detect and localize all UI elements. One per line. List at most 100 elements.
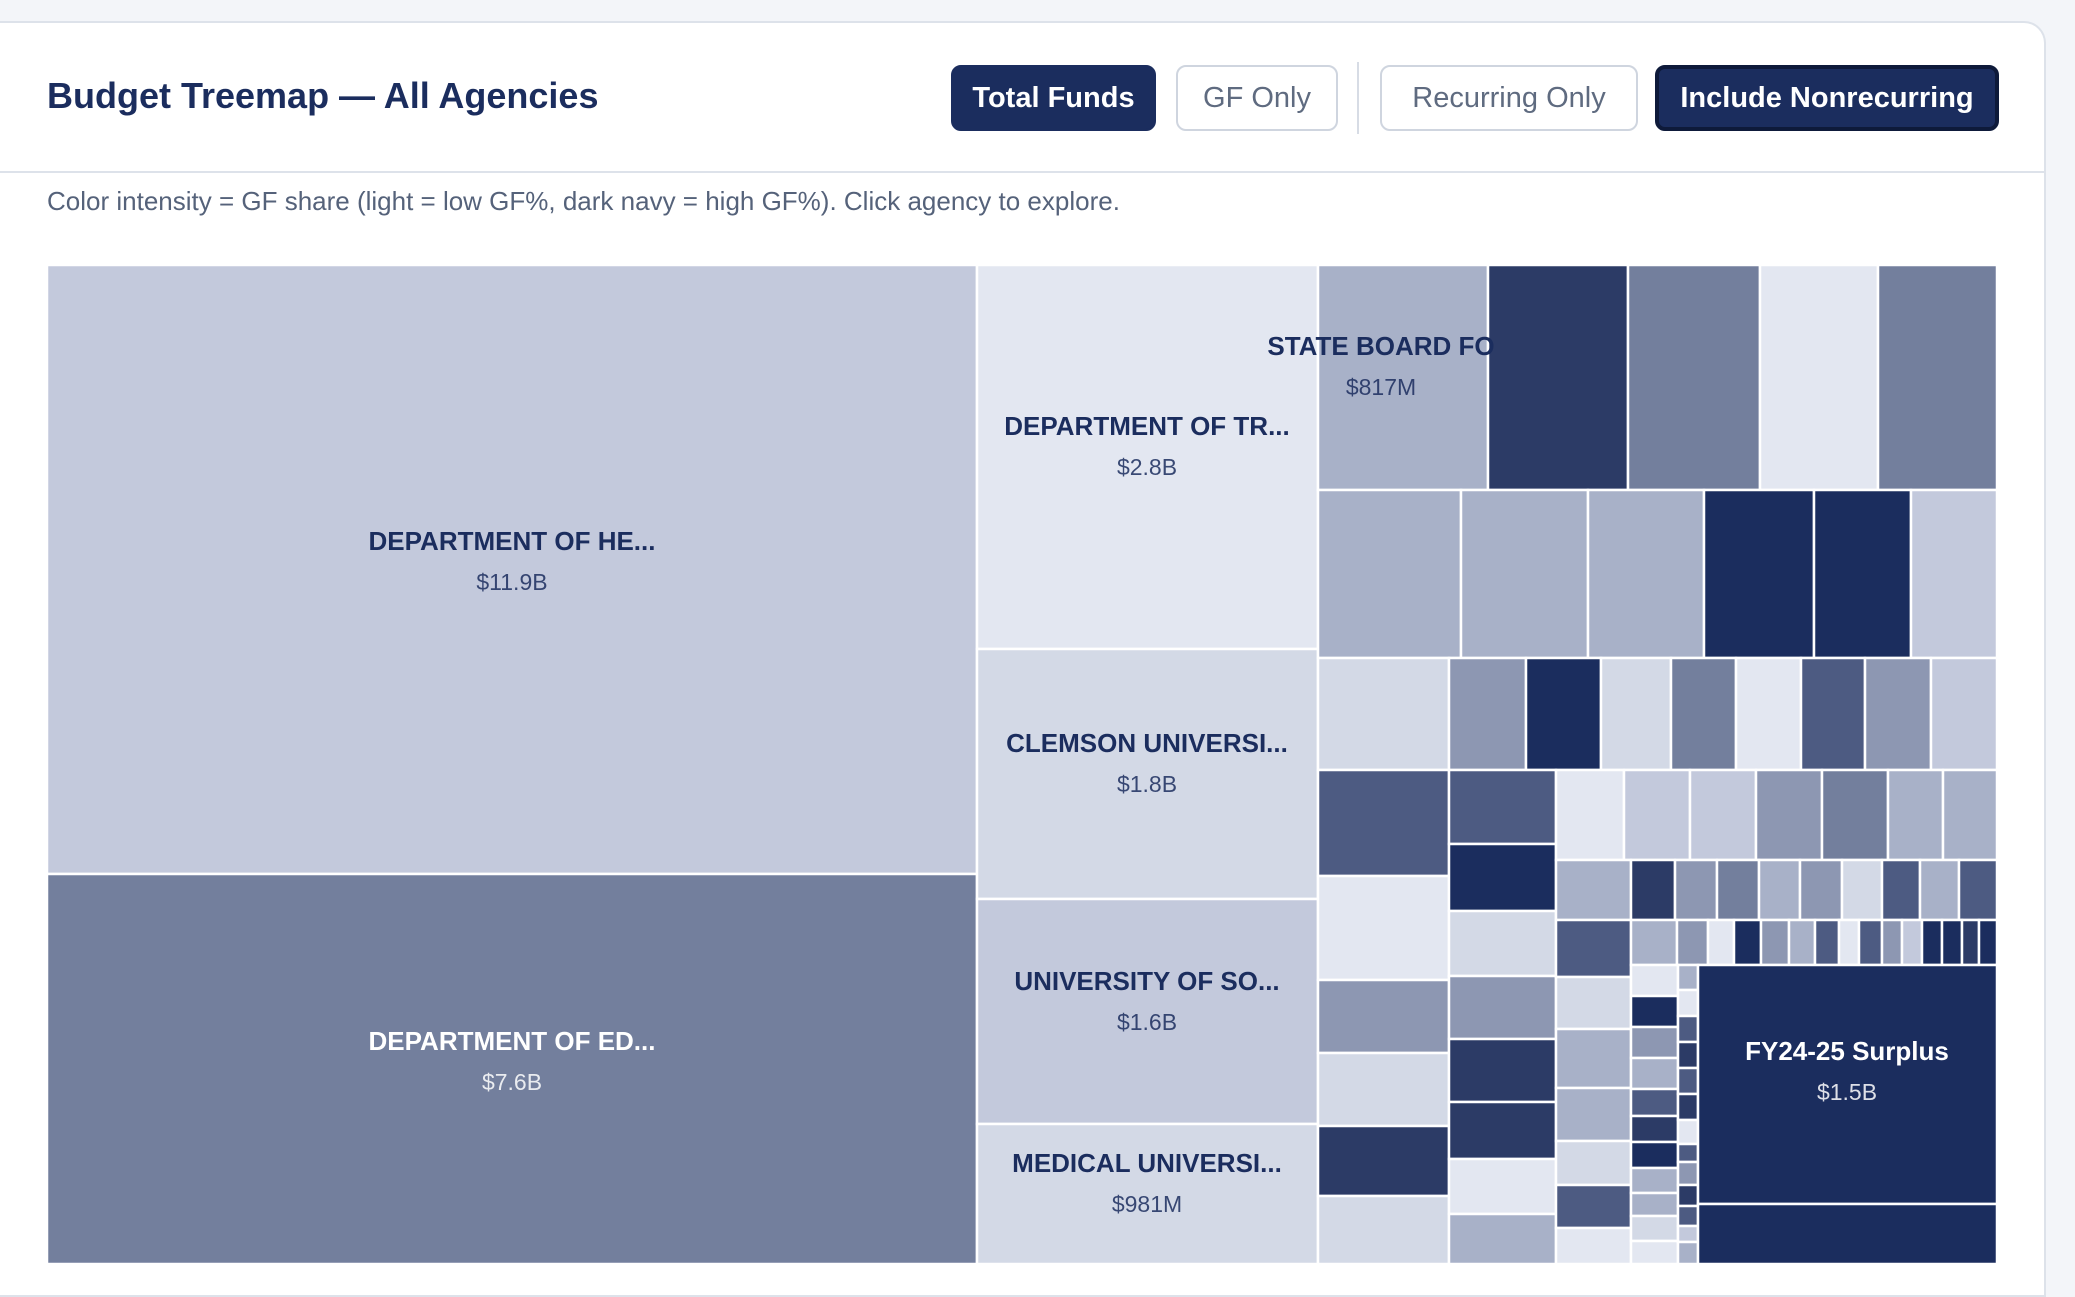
treemap-cell[interactable] bbox=[1688, 768, 1758, 862]
treemap-cell[interactable] bbox=[1629, 994, 1680, 1029]
treemap-cell[interactable] bbox=[1599, 656, 1673, 772]
treemap-cell[interactable] bbox=[1880, 858, 1922, 922]
treemap-cell[interactable] bbox=[1757, 858, 1802, 922]
treemap-cell[interactable] bbox=[1447, 1212, 1558, 1266]
treemap-cell[interactable] bbox=[1554, 1086, 1633, 1143]
treemap-cell[interactable] bbox=[1900, 918, 1924, 967]
treemap-cell[interactable] bbox=[1676, 1142, 1700, 1164]
treemap-cell[interactable] bbox=[1676, 1118, 1700, 1146]
treemap-cell[interactable] bbox=[1857, 918, 1884, 967]
treemap-cell[interactable] bbox=[1586, 488, 1706, 660]
treemap-cell[interactable] bbox=[1676, 1224, 1700, 1244]
treemap-cell[interactable] bbox=[1706, 918, 1736, 967]
treemap-cell[interactable] bbox=[1734, 656, 1803, 772]
treemap-cell[interactable] bbox=[1554, 1183, 1633, 1230]
treemap-cell[interactable] bbox=[1675, 918, 1710, 967]
treemap-cell[interactable] bbox=[1554, 918, 1633, 979]
treemap-cell[interactable] bbox=[1940, 918, 1964, 967]
treemap-cell[interactable] bbox=[1629, 918, 1679, 967]
include-nonrecurring-button[interactable]: Include Nonrecurring bbox=[1655, 65, 1999, 131]
treemap-cell[interactable] bbox=[1629, 1214, 1680, 1243]
agency-cell-education[interactable] bbox=[45, 872, 979, 1266]
treemap-cell[interactable] bbox=[1447, 1157, 1558, 1216]
treemap-cell[interactable] bbox=[1676, 1040, 1700, 1070]
agency-cell-musc[interactable] bbox=[975, 1122, 1320, 1266]
treemap-cell[interactable] bbox=[1622, 768, 1692, 862]
treemap-cell[interactable] bbox=[1447, 842, 1558, 913]
treemap-cell[interactable] bbox=[1696, 1202, 1999, 1266]
treemap-cell[interactable] bbox=[1626, 263, 1762, 492]
treemap-cell[interactable] bbox=[1837, 918, 1861, 967]
treemap-cell[interactable] bbox=[1977, 918, 1999, 967]
treemap-cell[interactable] bbox=[1447, 1100, 1558, 1161]
treemap-cell[interactable] bbox=[1629, 1239, 1680, 1266]
treemap-cell[interactable] bbox=[1798, 858, 1844, 922]
treemap-cell[interactable] bbox=[1316, 656, 1451, 772]
treemap-cell[interactable] bbox=[1316, 978, 1451, 1055]
treemap-cell[interactable] bbox=[1629, 858, 1677, 922]
treemap-cell[interactable] bbox=[1316, 1051, 1451, 1128]
treemap-cell[interactable] bbox=[1732, 918, 1763, 967]
treemap-cell[interactable] bbox=[1920, 918, 1944, 967]
treemap-cell[interactable] bbox=[1876, 263, 1999, 492]
treemap-cell[interactable] bbox=[1629, 1025, 1680, 1060]
treemap-cell[interactable] bbox=[1715, 858, 1761, 922]
treemap-cell[interactable] bbox=[1629, 1140, 1680, 1170]
treemap-cell[interactable] bbox=[1629, 963, 1680, 998]
treemap-cell[interactable] bbox=[1960, 918, 1981, 967]
treemap-cell[interactable] bbox=[1676, 1160, 1700, 1187]
treemap-cell[interactable] bbox=[1316, 1194, 1451, 1266]
treemap-cell[interactable] bbox=[1759, 918, 1791, 967]
treemap-cell[interactable] bbox=[1702, 488, 1816, 660]
treemap-cell[interactable] bbox=[1941, 768, 1999, 862]
treemap-cell[interactable] bbox=[1554, 1226, 1633, 1266]
treemap-cell[interactable] bbox=[1880, 918, 1904, 967]
agency-cell-health[interactable] bbox=[45, 263, 979, 876]
treemap-cell[interactable] bbox=[1812, 488, 1913, 660]
treemap-cell[interactable] bbox=[1754, 768, 1824, 862]
treemap-cell[interactable] bbox=[1929, 656, 1999, 772]
recurring-only-button[interactable]: Recurring Only bbox=[1380, 65, 1638, 131]
treemap-cell[interactable] bbox=[1676, 1066, 1700, 1096]
gf-only-button[interactable]: GF Only bbox=[1176, 65, 1338, 131]
treemap-cell[interactable] bbox=[1629, 1114, 1680, 1144]
treemap-cell[interactable] bbox=[1316, 1124, 1451, 1198]
treemap-cell[interactable] bbox=[1799, 656, 1867, 772]
treemap-cell[interactable] bbox=[1447, 1037, 1558, 1104]
treemap-cell[interactable] bbox=[1909, 488, 1999, 660]
agency-cell-clemson[interactable] bbox=[975, 647, 1320, 901]
treemap-cell[interactable] bbox=[1673, 858, 1719, 922]
treemap-cell[interactable] bbox=[1820, 768, 1890, 862]
treemap-cell[interactable] bbox=[1676, 1204, 1700, 1228]
treemap-cell[interactable] bbox=[1676, 1014, 1700, 1044]
total-funds-button[interactable]: Total Funds bbox=[951, 65, 1156, 131]
treemap-cell[interactable] bbox=[1787, 918, 1817, 967]
treemap-cell[interactable] bbox=[1316, 874, 1451, 982]
treemap-cell[interactable] bbox=[1676, 1240, 1700, 1266]
treemap-cell[interactable] bbox=[1316, 768, 1451, 878]
treemap-cell[interactable] bbox=[1554, 1027, 1633, 1090]
treemap-cell[interactable] bbox=[1447, 656, 1528, 772]
treemap-cell[interactable] bbox=[1629, 1087, 1680, 1118]
treemap-cell[interactable] bbox=[1863, 656, 1933, 772]
treemap-cell[interactable] bbox=[1554, 768, 1626, 862]
treemap-cell[interactable] bbox=[1918, 858, 1961, 922]
treemap-cell[interactable] bbox=[1676, 988, 1700, 1018]
treemap-cell[interactable] bbox=[1840, 858, 1884, 922]
treemap-cell[interactable] bbox=[1459, 488, 1590, 660]
treemap-cell[interactable] bbox=[1447, 768, 1558, 846]
treemap-cell[interactable] bbox=[1813, 918, 1841, 967]
treemap-cell[interactable] bbox=[1676, 963, 1700, 992]
treemap-cell[interactable] bbox=[1957, 858, 1999, 922]
treemap-cell[interactable] bbox=[1629, 1056, 1680, 1091]
treemap-cell[interactable] bbox=[1669, 656, 1738, 772]
treemap-cell[interactable] bbox=[1629, 1191, 1680, 1218]
treemap-cell[interactable] bbox=[1554, 1139, 1633, 1187]
treemap-cell[interactable] bbox=[1554, 975, 1633, 1031]
treemap-cell[interactable] bbox=[1676, 1092, 1700, 1122]
treemap-cell[interactable] bbox=[1758, 263, 1880, 492]
agency-cell-usc[interactable] bbox=[975, 897, 1320, 1126]
treemap-cell[interactable] bbox=[1886, 768, 1945, 862]
agency-cell-transportation[interactable] bbox=[975, 263, 1320, 651]
treemap-cell[interactable] bbox=[1524, 656, 1603, 772]
